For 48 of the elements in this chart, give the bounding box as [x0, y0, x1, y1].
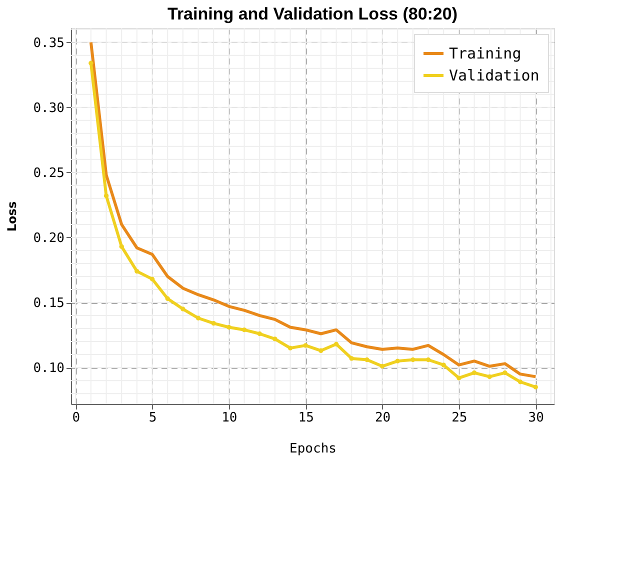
- point: [456, 376, 462, 380]
- point: [104, 193, 109, 198]
- point: [410, 357, 416, 362]
- point: [441, 362, 446, 368]
- point: [150, 276, 155, 282]
- point: [226, 324, 232, 330]
- point: [288, 346, 293, 350]
- point: [518, 380, 523, 384]
- y-axis-title: Loss: [5, 201, 20, 232]
- x-axis-title: Epochs: [290, 442, 336, 456]
- point: [180, 306, 186, 312]
- y-tick-label: 0.15: [33, 296, 64, 312]
- point: [364, 357, 370, 362]
- point: [211, 320, 216, 326]
- y-tick-label: 0.35: [33, 36, 64, 51]
- point: [533, 384, 538, 390]
- y-tick-label: 0.10: [33, 361, 64, 376]
- point: [242, 328, 247, 332]
- point: [472, 370, 477, 376]
- x-tick-label: 10: [222, 410, 238, 426]
- x-tick-label: 30: [528, 410, 544, 426]
- chart-title: Training and Validation Loss (80:20): [167, 4, 458, 24]
- y-tick-label: 0.30: [33, 100, 64, 116]
- x-tick-label: 5: [148, 410, 157, 426]
- point: [502, 370, 508, 376]
- point: [88, 60, 94, 66]
- legend-label: Validation: [449, 66, 540, 84]
- point: [334, 342, 339, 346]
- point: [349, 356, 354, 361]
- point: [380, 364, 385, 369]
- point: [272, 336, 278, 342]
- point: [395, 358, 400, 364]
- point: [426, 357, 431, 362]
- y-tick-label: 0.25: [33, 166, 64, 181]
- point: [303, 343, 308, 348]
- x-tick-label: 20: [374, 410, 391, 426]
- point: [119, 244, 124, 249]
- x-tick-label: 25: [452, 410, 468, 426]
- point: [487, 374, 492, 380]
- point: [165, 296, 170, 301]
- point: [196, 316, 201, 320]
- x-tick-label: 15: [298, 410, 314, 426]
- legend-label: Training: [449, 44, 522, 62]
- point: [318, 348, 324, 353]
- x-tick-label: 0: [72, 410, 80, 426]
- point: [134, 268, 140, 274]
- y-tick-label: 0.20: [33, 230, 64, 246]
- point: [257, 331, 262, 336]
